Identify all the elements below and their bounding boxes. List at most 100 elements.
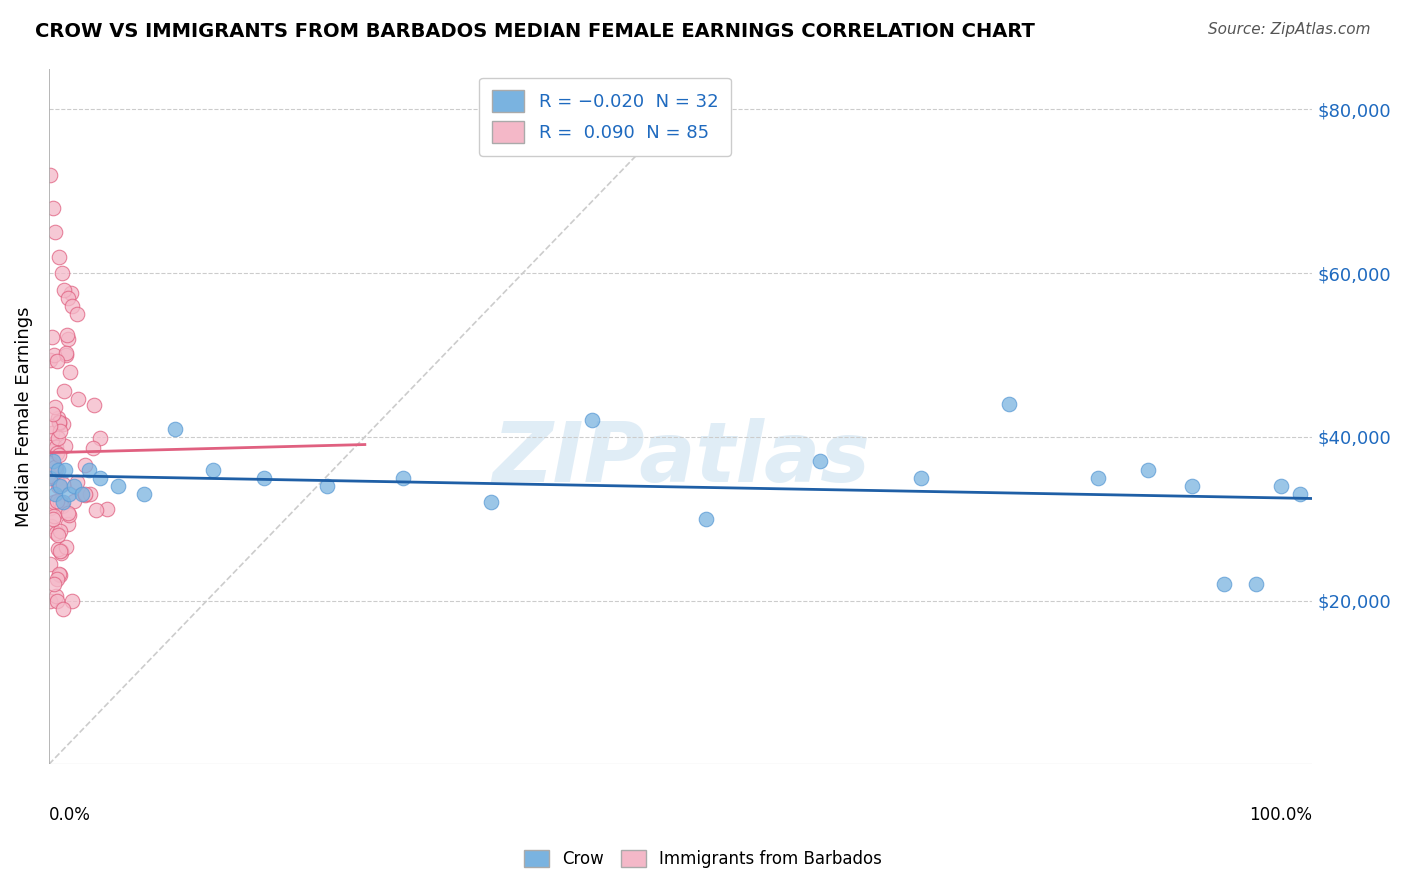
Point [46,572,69,586]
Point [62,494,84,508]
Point [42,437,65,451]
Point [96,502,118,516]
Point [1181,479,1204,493]
Point [39,519,62,533]
Point [44,487,66,501]
Point [58,332,80,346]
Text: Source: ZipAtlas.com: Source: ZipAtlas.com [1208,22,1371,37]
Point [75,487,97,501]
Point [79,462,101,476]
Point [52,601,75,615]
Point [48,250,70,264]
Y-axis label: Median Female Earnings: Median Female Earnings [15,306,32,526]
Point [998,397,1021,411]
Point [53,384,76,399]
Point [48,416,70,430]
Point [132,487,155,501]
Point [52,417,75,432]
Point [1288,487,1310,501]
Point [52,477,75,491]
Point [39,557,62,571]
Point [48,448,70,462]
Point [66,392,89,406]
Text: CROW VS IMMIGRANTS FROM BARBADOS MEDIAN FEMALE EARNINGS CORRELATION CHART: CROW VS IMMIGRANTS FROM BARBADOS MEDIAN … [35,22,1035,41]
Point [45,462,67,476]
Text: ZIPatlas: ZIPatlas [492,417,870,499]
Point [46,410,69,425]
Point [79,486,101,500]
Point [1270,479,1292,493]
Point [41,443,63,458]
Point [70,487,93,501]
Point [42,201,65,215]
Point [51,266,73,280]
Point [42,407,65,421]
Point [910,471,932,485]
Point [44,225,66,239]
Point [49,543,72,558]
Point [41,425,63,440]
Point [46,541,69,556]
Point [56,291,79,305]
Legend: R = −0.020  N = 32, R =  0.090  N = 85: R = −0.020 N = 32, R = 0.090 N = 85 [479,78,731,156]
Legend: Crow, Immigrants from Barbados: Crow, Immigrants from Barbados [517,843,889,875]
Point [39,168,62,182]
Point [58,508,80,523]
Point [1087,471,1109,485]
Point [39,500,62,515]
Point [48,567,70,582]
Point [56,506,79,520]
Point [46,462,69,476]
Point [55,348,77,362]
Point [58,487,80,501]
Point [39,469,62,483]
Point [60,285,83,300]
Point [75,488,97,502]
Point [42,348,65,362]
Point [53,439,76,453]
Text: 100.0%: 100.0% [1250,806,1312,824]
Point [42,495,65,509]
Point [39,353,62,368]
Point [58,517,80,532]
Point [107,479,129,493]
Point [48,416,70,430]
Point [48,477,70,491]
Text: 0.0%: 0.0% [49,806,91,824]
Point [49,425,72,439]
Point [45,472,67,486]
Point [581,413,603,427]
Point [84,502,107,516]
Point [59,365,82,379]
Point [49,524,72,538]
Point [42,577,65,591]
Point [60,593,83,607]
Point [44,400,66,414]
Point [49,479,72,493]
Point [46,479,69,493]
Point [45,525,67,540]
Point [55,540,77,554]
Point [42,512,65,526]
Point [42,454,65,468]
Point [808,454,831,468]
Point [53,283,76,297]
Point [89,471,111,485]
Point [51,499,73,513]
Point [44,460,66,475]
Point [38,593,60,607]
Point [60,299,83,313]
Point [41,330,63,344]
Point [253,471,276,485]
Point [45,593,67,607]
Point [46,446,69,460]
Point [46,354,69,368]
Point [66,307,89,321]
Point [83,398,105,412]
Point [42,509,65,524]
Point [55,345,77,359]
Point [38,418,60,433]
Point [45,440,67,454]
Point [38,456,60,470]
Point [1213,577,1236,591]
